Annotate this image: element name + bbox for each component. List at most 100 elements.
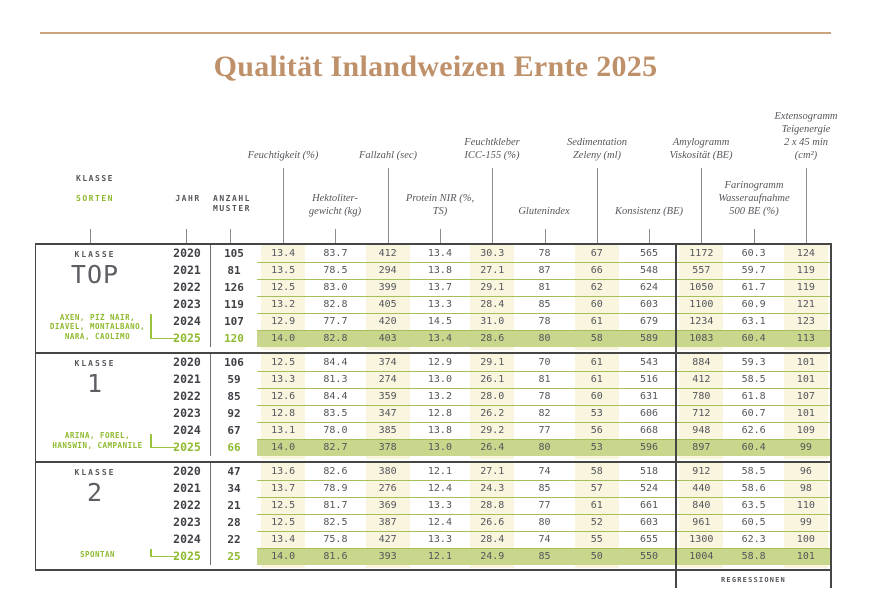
column-header-feuchtigkeit: Feuchtigkeit (%): [247, 150, 319, 161]
column-tick: [335, 229, 337, 243]
sample-count-cell: 34: [227, 482, 241, 495]
header-separator-line: [805, 168, 807, 243]
data-cell: 1004: [689, 551, 714, 562]
data-cell: 50: [590, 551, 603, 562]
data-cell: 13.3: [427, 299, 452, 310]
data-cell: 712: [692, 408, 711, 419]
data-cell: 1050: [689, 282, 714, 293]
klasse-label: KLASSE: [74, 468, 116, 477]
data-cell: 58: [590, 466, 603, 477]
year-cell: 2024: [173, 532, 201, 546]
data-cell: 524: [640, 483, 659, 494]
data-cell: 13.7: [427, 282, 452, 293]
data-cell: 101: [796, 551, 815, 562]
data-cell: 80: [538, 442, 551, 453]
column-header-protein-nir: Protein NIR (%, TS): [405, 193, 475, 217]
klasse-label: KLASSE: [74, 250, 116, 259]
data-cell: 655: [640, 534, 659, 545]
data-cell: 63.5: [741, 500, 766, 511]
data-cell: 61: [590, 374, 603, 385]
data-cell: 83.5: [323, 408, 348, 419]
data-cell: 82.6: [323, 466, 348, 477]
sorten-list: AXEN, PIZ NAIR, DIAVEL, MONTALBANO, NARA…: [49, 312, 146, 341]
highlight-row-background: [257, 548, 832, 565]
sample-count-cell: 25: [227, 550, 241, 563]
data-cell: 61: [590, 357, 603, 368]
data-cell: 82: [538, 408, 551, 419]
data-cell: 77.7: [323, 316, 348, 327]
data-cell: 606: [640, 408, 659, 419]
data-cell: 13.7: [271, 483, 296, 494]
column-header-glutenindex: Glutenindex: [518, 206, 570, 217]
data-cell: 14.5: [427, 316, 452, 327]
data-cell: 380: [378, 466, 397, 477]
data-cell: 29.1: [480, 282, 505, 293]
column-tick: [649, 229, 650, 243]
data-cell: 61.8: [741, 391, 766, 402]
data-cell: 62: [590, 282, 603, 293]
data-cell: 13.8: [427, 425, 452, 436]
data-cell: 13.0: [427, 374, 452, 385]
jahr-anzahl-divider: [210, 463, 211, 565]
data-cell: 24.9: [480, 551, 505, 562]
data-cell: 14.0: [271, 551, 296, 562]
data-cell: 276: [378, 483, 397, 494]
sample-count-cell: 120: [224, 332, 244, 345]
data-cell: 961: [692, 517, 711, 528]
data-cell: 78: [538, 316, 551, 327]
data-cell: 78.5: [323, 265, 348, 276]
table-bottom-rule: [35, 569, 832, 571]
data-cell: 60: [590, 391, 603, 402]
sample-count-cell: 85: [227, 390, 241, 403]
column-header-fallzahl: Fallzahl (sec): [358, 150, 418, 161]
row-separator: [257, 496, 832, 498]
data-cell: 78: [538, 248, 551, 259]
year-cell: 2020: [173, 355, 201, 369]
data-cell: 85: [538, 551, 551, 562]
data-cell: 85: [538, 483, 551, 494]
row-separator: [257, 421, 832, 423]
data-cell: 13.6: [271, 466, 296, 477]
data-cell: 14.0: [271, 333, 296, 344]
data-cell: 631: [640, 391, 659, 402]
data-cell: 1100: [689, 299, 714, 310]
data-cell: 101: [796, 357, 815, 368]
column-tick: [186, 229, 187, 243]
column-tick: [230, 229, 231, 243]
data-cell: 81.3: [323, 374, 348, 385]
data-cell: 60.5: [741, 517, 766, 528]
data-cell: 60.3: [741, 248, 766, 259]
data-cell: 403: [378, 333, 397, 344]
data-cell: 12.5: [271, 357, 296, 368]
data-cell: 107: [796, 391, 815, 402]
data-cell: 661: [640, 500, 659, 511]
data-cell: 565: [640, 248, 659, 259]
data-cell: 75.8: [323, 534, 348, 545]
data-cell: 83.7: [323, 248, 348, 259]
year-cell: 2024: [173, 314, 201, 328]
data-cell: 66: [590, 265, 603, 276]
data-cell: 13.4: [427, 248, 452, 259]
data-cell: 58.6: [741, 483, 766, 494]
data-cell: 74: [538, 534, 551, 545]
data-cell: 518: [640, 466, 659, 477]
data-cell: 119: [796, 265, 815, 276]
block-top-rule: [35, 461, 832, 463]
column-header-amylogramm: Amylogramm Viskosität (BE): [669, 137, 733, 161]
data-cell: 12.5: [271, 500, 296, 511]
row-separator: [257, 370, 832, 372]
sorten-bracket-line: [150, 446, 177, 448]
row-separator: [257, 261, 832, 263]
data-cell: 13.3: [427, 500, 452, 511]
klasse-name: TOP: [70, 260, 120, 289]
data-cell: 81.6: [323, 551, 348, 562]
data-cell: 557: [692, 265, 711, 276]
data-cell: 26.1: [480, 374, 505, 385]
data-cell: 12.9: [271, 316, 296, 327]
column-tick: [90, 229, 91, 243]
klasse-sorten-header: KLASSE SORTEN: [76, 164, 114, 214]
data-cell: 603: [640, 517, 659, 528]
data-cell: 359: [378, 391, 397, 402]
year-cell: 2020: [173, 246, 201, 260]
